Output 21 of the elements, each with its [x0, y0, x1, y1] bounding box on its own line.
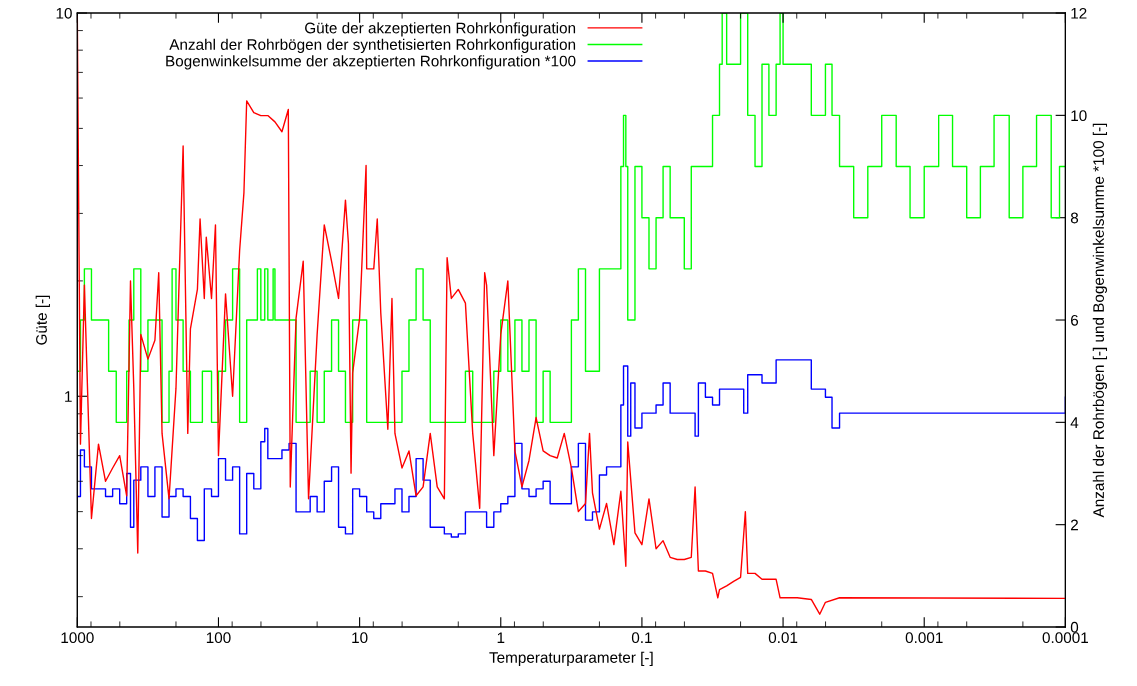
x-tick-label: 0.01 [768, 632, 798, 644]
legend-label: Bogenwinkelsumme der akzeptierten Rohrkonfiguration *100 [166, 55, 576, 70]
legend-label: Anzahl der Rohrbögen der synthetisierten Rohrkonfiguration [169, 38, 576, 53]
x-tick-label: 0.0001 [1042, 632, 1088, 644]
y2-tick-label: 4 [1070, 417, 1079, 428]
x-tick-label: 10 [352, 632, 368, 644]
x-axis-title: Temperaturparameter [-] [489, 651, 653, 666]
y2-tick-label: 2 [1071, 519, 1078, 531]
y2-tick-label: 8 [1070, 212, 1079, 224]
y2-tick-label: 12 [1071, 7, 1087, 19]
y-axis-title: Güte [-] [35, 295, 50, 345]
x-tick-label: 1000 [61, 632, 94, 644]
x-tick-label: 1 [497, 632, 505, 643]
y2-tick-label: 0 [1070, 621, 1079, 633]
legend-label: Güte der akzeptierten Rohrkonfiguration [305, 22, 576, 37]
y2-tick-label: 6 [1071, 314, 1079, 326]
x-tick-label: 0.1 [631, 632, 652, 644]
y2-axis-title: Anzahl der Rohrbögen [-] und Bogenwinkelsumme *100 [-] [1092, 123, 1108, 518]
x-tick-label: 0.001 [905, 632, 943, 644]
x-tick-label: 100 [206, 632, 231, 644]
y2-tick-label: 10 [1071, 110, 1087, 122]
